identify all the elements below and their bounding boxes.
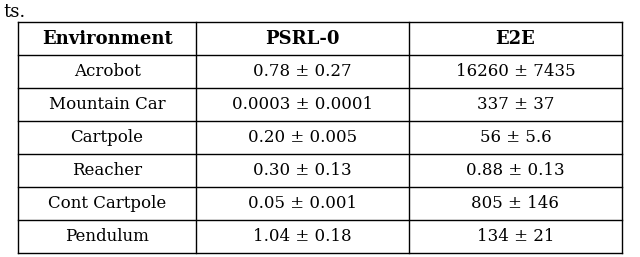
Text: Mountain Car: Mountain Car [49, 96, 165, 113]
Text: 1.04 ± 0.18: 1.04 ± 0.18 [253, 228, 352, 245]
Text: 0.78 ± 0.27: 0.78 ± 0.27 [253, 63, 352, 80]
Text: Cont Cartpole: Cont Cartpole [48, 195, 166, 212]
Text: Reacher: Reacher [72, 162, 142, 179]
Text: 0.88 ± 0.13: 0.88 ± 0.13 [466, 162, 564, 179]
Text: Pendulum: Pendulum [65, 228, 149, 245]
Text: 0.05 ± 0.001: 0.05 ± 0.001 [248, 195, 357, 212]
Text: Environment: Environment [42, 30, 172, 48]
Text: ts.: ts. [3, 3, 25, 21]
Text: 805 ± 146: 805 ± 146 [472, 195, 559, 212]
Text: 0.20 ± 0.005: 0.20 ± 0.005 [248, 129, 357, 146]
Text: 134 ± 21: 134 ± 21 [477, 228, 554, 245]
Text: 56 ± 5.6: 56 ± 5.6 [479, 129, 551, 146]
Text: Acrobot: Acrobot [74, 63, 141, 80]
Text: 0.0003 ± 0.0001: 0.0003 ± 0.0001 [232, 96, 373, 113]
Text: PSRL-0: PSRL-0 [265, 30, 340, 48]
Text: Cartpole: Cartpole [70, 129, 143, 146]
Text: 0.30 ± 0.13: 0.30 ± 0.13 [253, 162, 352, 179]
Text: 337 ± 37: 337 ± 37 [477, 96, 554, 113]
Text: E2E: E2E [495, 30, 535, 48]
Text: 16260 ± 7435: 16260 ± 7435 [456, 63, 575, 80]
